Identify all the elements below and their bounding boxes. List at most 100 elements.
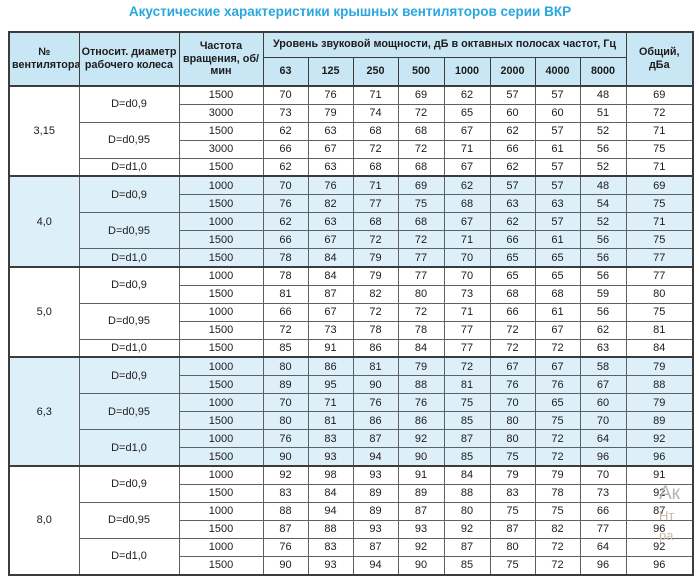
level-cell-63hz: 66 — [262, 230, 309, 250]
level-cell-500hz: 68 — [397, 212, 445, 232]
level-cell-1000hz: 72 — [443, 356, 491, 377]
level-cell-125hz: 91 — [307, 338, 354, 358]
level-cell-63hz: 62 — [262, 157, 309, 177]
level-cell-4000hz: 76 — [534, 374, 581, 395]
level-cell-63hz: 66 — [262, 302, 309, 322]
freq-header-125: 125 — [307, 56, 354, 87]
level-cell-1000hz: 71 — [443, 139, 491, 159]
impeller-diameter-cell: D=d1,0 — [78, 248, 180, 268]
rpm-cell: 1500 — [178, 230, 264, 250]
level-cell-8000hz: 51 — [579, 103, 627, 123]
level-cell-125hz: 67 — [307, 139, 354, 159]
level-cell-2000hz: 83 — [489, 483, 536, 503]
level-cell-8000hz: 67 — [579, 374, 627, 395]
table-row: 1500 81 87 82 80 73 68 68 59 80 — [9, 284, 694, 304]
freq-header-2000: 2000 — [489, 56, 536, 87]
level-cell-125hz: 93 — [307, 555, 354, 576]
level-cell-1000hz: 80 — [443, 501, 491, 521]
level-cell-63hz: 62 — [262, 212, 309, 232]
level-cell-8000hz: 52 — [579, 157, 627, 177]
level-cell-125hz: 83 — [307, 429, 354, 449]
level-cell-250hz: 79 — [352, 248, 399, 268]
level-cell-125hz: 82 — [307, 194, 354, 214]
level-cell-2000hz: 80 — [489, 411, 536, 431]
level-cell-8000hz: 48 — [579, 84, 627, 105]
level-cell-250hz: 94 — [352, 447, 399, 467]
level-cell-2000hz: 57 — [489, 175, 536, 196]
level-cell-63hz: 78 — [262, 248, 309, 268]
level-cell-63hz: 70 — [262, 393, 309, 413]
col-header-impeller-diameter: Относит. диаметр рабочего колеса — [78, 31, 180, 87]
level-cell-500hz: 77 — [397, 248, 445, 268]
rpm-cell: 1500 — [178, 284, 264, 304]
level-cell-4000hz: 79 — [534, 464, 581, 485]
level-cell-63hz: 76 — [262, 194, 309, 214]
total-dba-cell: 69 — [625, 175, 694, 196]
total-dba-cell: 77 — [625, 265, 694, 286]
level-cell-250hz: 89 — [352, 501, 399, 521]
rpm-cell: 1500 — [178, 248, 264, 268]
level-cell-1000hz: 84 — [443, 464, 491, 485]
level-cell-125hz: 79 — [307, 103, 354, 123]
table-row: 1500 72 73 78 78 77 72 67 62 81 — [9, 320, 694, 340]
table-body: 3,15 D=d0,9 1500 70 76 71 69 62 57 57 48 69 3000 73 79… — [8, 84, 694, 576]
level-cell-8000hz: 56 — [579, 248, 627, 268]
level-cell-63hz: 78 — [262, 265, 309, 286]
rpm-cell: 1000 — [178, 429, 264, 449]
level-cell-125hz: 63 — [307, 212, 354, 232]
level-cell-125hz: 73 — [307, 320, 354, 340]
level-cell-1000hz: 62 — [443, 84, 491, 105]
level-cell-63hz: 70 — [262, 84, 309, 105]
rpm-cell: 1500 — [178, 320, 264, 340]
fan-number-cell: 5,0 — [8, 265, 80, 358]
level-cell-2000hz: 79 — [489, 464, 536, 485]
rpm-cell: 1000 — [178, 265, 264, 286]
level-cell-8000hz: 70 — [579, 464, 627, 485]
total-dba-cell: 84 — [625, 338, 694, 358]
total-dba-cell: 92 — [625, 537, 694, 557]
level-cell-250hz: 71 — [352, 84, 399, 105]
fan-number-cell: 6,3 — [8, 356, 80, 467]
level-cell-8000hz: 73 — [579, 483, 627, 503]
table-row: 1500 76 82 77 75 68 63 63 54 75 — [9, 194, 694, 214]
level-cell-250hz: 77 — [352, 194, 399, 214]
table-row: D=d1,0 1500 62 63 68 68 67 62 57 52 71 — [9, 157, 694, 177]
level-cell-1000hz: 67 — [443, 212, 491, 232]
level-cell-2000hz: 66 — [489, 302, 536, 322]
level-cell-4000hz: 72 — [534, 338, 581, 358]
table-row: D=d1,0 1500 78 84 79 77 70 65 65 56 77 — [9, 248, 694, 268]
level-cell-125hz: 83 — [307, 537, 354, 557]
level-cell-1000hz: 71 — [443, 302, 491, 322]
level-cell-4000hz: 65 — [534, 248, 581, 268]
impeller-diameter-cell: D=d0,9 — [78, 356, 180, 395]
level-cell-125hz: 84 — [307, 248, 354, 268]
total-dba-cell: 79 — [625, 393, 694, 413]
level-cell-63hz: 87 — [262, 519, 309, 539]
level-cell-8000hz: 52 — [579, 121, 627, 141]
level-cell-63hz: 70 — [262, 175, 309, 196]
level-cell-2000hz: 76 — [489, 374, 536, 395]
level-cell-500hz: 86 — [397, 411, 445, 431]
level-cell-2000hz: 62 — [489, 212, 536, 232]
level-cell-2000hz: 75 — [489, 555, 536, 576]
level-cell-250hz: 87 — [352, 537, 399, 557]
impeller-diameter-cell: D=d1,0 — [78, 338, 180, 358]
level-cell-1000hz: 67 — [443, 121, 491, 141]
level-cell-8000hz: 96 — [579, 555, 627, 576]
total-dba-cell: 88 — [625, 374, 694, 395]
rpm-cell: 1500 — [178, 374, 264, 395]
level-cell-8000hz: 77 — [579, 519, 627, 539]
level-cell-1000hz: 87 — [443, 429, 491, 449]
level-cell-500hz: 77 — [397, 265, 445, 286]
level-cell-250hz: 78 — [352, 320, 399, 340]
level-cell-63hz: 66 — [262, 139, 309, 159]
level-cell-1000hz: 77 — [443, 320, 491, 340]
total-dba-cell: 96 — [625, 519, 694, 539]
level-cell-500hz: 89 — [397, 483, 445, 503]
rpm-cell: 1500 — [178, 194, 264, 214]
impeller-diameter-cell: D=d0,9 — [78, 175, 180, 214]
level-cell-125hz: 63 — [307, 121, 354, 141]
impeller-diameter-cell: D=d0,9 — [78, 84, 180, 123]
level-cell-1000hz: 73 — [443, 284, 491, 304]
level-cell-1000hz: 85 — [443, 411, 491, 431]
